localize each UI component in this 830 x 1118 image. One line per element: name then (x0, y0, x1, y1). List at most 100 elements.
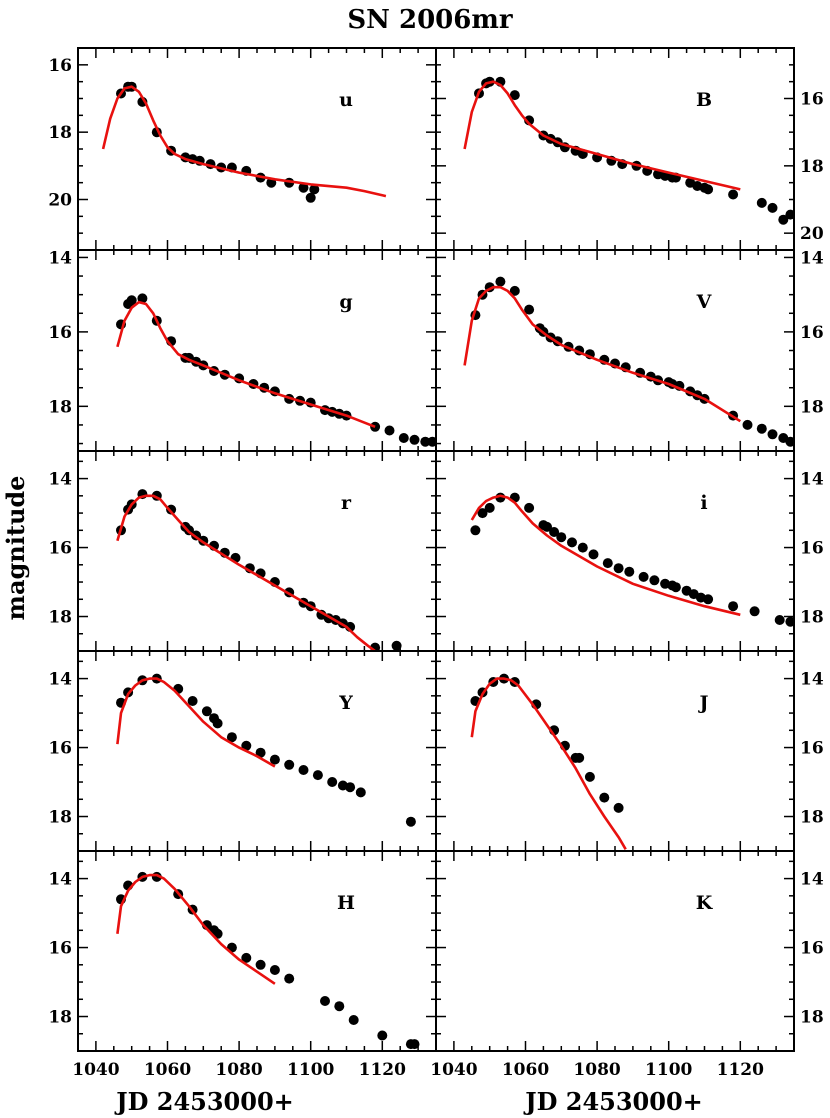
y-tick-label: 14 (48, 248, 72, 268)
y-tick-label: 18 (48, 808, 72, 828)
data-point (703, 594, 714, 605)
data-point (187, 696, 198, 706)
data-point (255, 959, 266, 970)
x-axis-label-left: JD 2453000+ (114, 1087, 294, 1116)
data-point (201, 706, 212, 717)
data-point (241, 740, 252, 751)
data-point (742, 419, 753, 430)
data-point (126, 295, 137, 306)
band-label-g: g (339, 291, 352, 313)
data-point (756, 197, 767, 208)
plot-area (463, 76, 794, 225)
y-tick-label: 18 (48, 123, 72, 143)
y-tick-label: 16 (48, 56, 72, 76)
data-point (728, 189, 739, 200)
band-label-J: J (698, 692, 709, 714)
plot-area (116, 871, 420, 1050)
data-point (588, 549, 599, 560)
data-point (477, 508, 488, 519)
panel-i: 14 16 18 i (435, 450, 824, 652)
y-tick-label: 16 (800, 539, 824, 559)
data-point (577, 542, 588, 553)
data-point (567, 537, 577, 548)
x-axis-label-right: JD 2453000+ (523, 1087, 703, 1116)
data-point (549, 527, 560, 537)
data-point (284, 973, 295, 984)
x-tick-label: 1120 (359, 1060, 406, 1080)
y-tick-label: 18 (800, 1008, 824, 1028)
data-point (542, 521, 552, 532)
x-tick-label: 1060 (502, 1060, 549, 1080)
y-tick-label: 16 (48, 539, 72, 559)
data-point (309, 184, 320, 195)
template-fit-line (463, 80, 741, 191)
y-tick-label: 14 (800, 870, 824, 890)
panel-g: 14 16 18 g (48, 248, 437, 452)
data-point (384, 425, 395, 436)
data-point (409, 434, 420, 445)
y-tick-label: 16 (48, 739, 72, 759)
band-label-r: r (341, 492, 352, 514)
data-point (756, 423, 767, 434)
panel-frame (77, 450, 437, 652)
data-point (602, 558, 613, 569)
y-tick-label: 18 (800, 397, 824, 417)
template-fit-line (116, 677, 276, 768)
data-point (305, 192, 316, 203)
data-point (269, 965, 280, 975)
panel-frame (77, 249, 437, 452)
y-tick-label: 14 (800, 248, 824, 268)
data-point (137, 293, 148, 304)
y-tick-label: 18 (800, 808, 824, 828)
panel-Y: 14 16 18 Y (48, 650, 437, 852)
template-fit-line (116, 873, 276, 985)
template-fit-line (116, 300, 376, 429)
data-point (574, 752, 585, 763)
y-tick-label: 14 (800, 470, 824, 490)
data-point (556, 532, 567, 543)
y-tick-label: 18 (800, 608, 824, 628)
data-point (269, 754, 280, 765)
data-point (348, 1015, 359, 1025)
data-point (649, 575, 660, 586)
x-tick-label: 1100 (645, 1060, 692, 1080)
data-point (470, 525, 481, 536)
data-point (298, 182, 309, 193)
data-point (703, 184, 714, 195)
data-point (284, 759, 295, 770)
data-point (312, 770, 323, 781)
y-tick-label: 16 (48, 939, 72, 959)
y-tick-label: 18 (48, 1008, 72, 1028)
plot-area (101, 81, 387, 203)
band-label-i: i (700, 492, 707, 514)
data-point (774, 615, 785, 625)
data-point (298, 765, 309, 775)
data-point (524, 502, 535, 513)
panel-u: 16 18 20 u (48, 47, 437, 251)
y-tick-label: 16 (800, 939, 824, 959)
x-tick-label: 1060 (144, 1060, 191, 1080)
data-point (509, 285, 520, 296)
data-point (320, 996, 330, 1006)
data-point (241, 952, 252, 963)
y-tick-label: 18 (48, 397, 72, 417)
plot-area (470, 673, 627, 850)
figure-title: SN 2006mr (347, 5, 512, 35)
panel-r: 14 16 18 r (48, 450, 437, 652)
data-point (624, 566, 635, 577)
data-point (405, 816, 416, 827)
plot-area (116, 489, 402, 651)
template-fit-line (101, 85, 387, 198)
x-tick-label: 1040 (430, 1060, 477, 1080)
y-tick-label: 20 (800, 224, 824, 244)
panel-K: 14 16 18 1040 1060 1080 1100 1120 K (430, 850, 824, 1080)
band-label-u: u (339, 89, 353, 111)
data-point (749, 606, 760, 617)
data-point (355, 787, 366, 798)
y-tick-label: 16 (800, 90, 824, 110)
data-point (484, 502, 495, 513)
x-tick-label: 1040 (72, 1060, 119, 1080)
data-point (785, 436, 794, 447)
